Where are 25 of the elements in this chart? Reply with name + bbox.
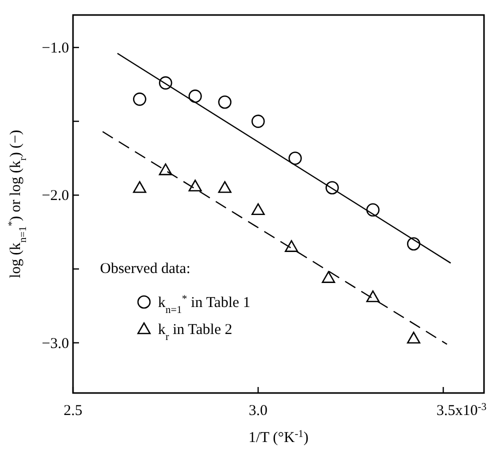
point [284, 240, 298, 252]
text: x10$^{-3}$ [455, 402, 487, 419]
point [218, 95, 232, 109]
x-axis-title: 1/T (°K$^{-1}$) [248, 428, 308, 446]
legend-label: k$_{n=1}$$^{*}$ in Table 1 [158, 294, 250, 316]
point [188, 90, 202, 103]
x-tick-label: 2.5 [64, 403, 82, 419]
point [251, 114, 265, 128]
x-tick-label: 3.5 [436, 403, 456, 419]
point [133, 181, 146, 193]
legend-title: Observed data: [100, 261, 190, 277]
point [407, 332, 420, 344]
x-tick-label: 3.0 [248, 403, 268, 419]
y-tick-label: −1.0 [42, 40, 69, 56]
point [188, 180, 202, 192]
point [251, 203, 265, 216]
point [133, 92, 146, 106]
y-tick-label: −3.0 [42, 336, 69, 352]
legend-label: k$_{r}$ in Table 2 [158, 322, 232, 342]
point [366, 290, 380, 302]
point [218, 181, 232, 193]
point [322, 271, 336, 283]
point [288, 152, 302, 165]
point [158, 163, 172, 176]
y-tick-label: −2.0 [42, 188, 69, 204]
